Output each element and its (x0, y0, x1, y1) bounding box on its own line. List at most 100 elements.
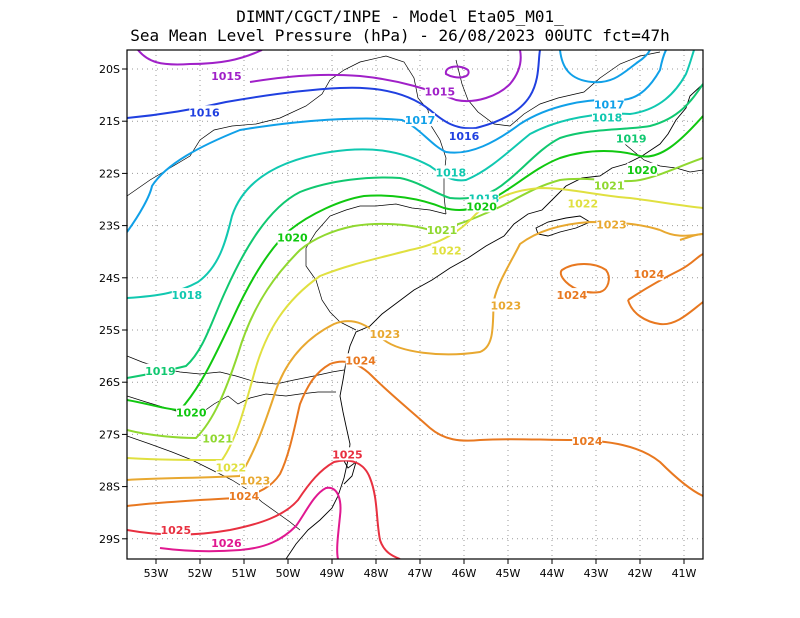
isobar-label-bg (466, 199, 497, 213)
isobar-label-bg (369, 327, 400, 341)
isobar-label: 1019 (616, 132, 647, 145)
isobar-label-bg (176, 405, 207, 419)
isobar-label: 1025 (160, 524, 191, 537)
isobar-label: 1024 (556, 289, 587, 302)
isobar-label-bg (435, 165, 466, 179)
isobar-label: 1021 (594, 179, 625, 192)
isobar-label-bg (345, 353, 376, 367)
isobar-label: 1017 (405, 114, 436, 127)
island-coast (535, 215, 591, 237)
isobar-label-bg (633, 267, 664, 281)
lat-tick-label: 24S (99, 272, 120, 285)
lat-tick-label: 29S (99, 533, 120, 546)
isobar-label-bg (490, 298, 521, 312)
isobar-1015 (137, 50, 263, 66)
lon-tick-label: 52W (188, 567, 213, 580)
isobar-label: 1025 (332, 448, 363, 461)
isobar-label: 1021 (202, 433, 233, 446)
isobar-1019 (127, 83, 703, 379)
lat-tick-label: 23S (99, 220, 120, 233)
isobar-label-bg (229, 489, 259, 503)
isobar-label: 1022 (431, 245, 462, 258)
isobar-1017 (559, 50, 651, 84)
isobar-1022 (127, 186, 703, 462)
isobar-label-bg (189, 105, 220, 119)
isobar-label-bg (171, 288, 202, 302)
isobar-labels-layer: 1015101510161016101710171018101810181018… (145, 68, 664, 550)
isobar-label: 1026 (211, 537, 242, 550)
isobar-label-bg (202, 431, 233, 445)
map-title-line-1: DIMNT/CGCT/INPE - Model Eta05_M01_ (236, 7, 564, 26)
state-border-1 (127, 55, 447, 215)
isobar-label: 1023 (369, 328, 400, 341)
isobar-label-bg (332, 447, 363, 461)
isobar-label-bg (627, 162, 658, 176)
lon-tick-label: 49W (320, 567, 345, 580)
lon-tick-label: 41W (672, 567, 697, 580)
state-border-2 (305, 203, 447, 331)
isobar-label-bg (594, 97, 625, 111)
lon-tick-label: 42W (628, 567, 653, 580)
isobar-label: 1024 (345, 354, 376, 367)
lon-tick-label: 45W (496, 567, 521, 580)
isobar-label: 1018 (592, 112, 623, 125)
isobar-1015 (249, 50, 522, 102)
isobar-label: 1020 (627, 164, 658, 177)
lon-tick-label: 43W (584, 567, 609, 580)
isobar-1024 (627, 299, 703, 326)
isobar-label: 1024 (633, 268, 664, 281)
map-title-line-2: Sea Mean Level Pressure (hPa) - 26/08/20… (130, 26, 670, 45)
lat-tick-label: 21S (99, 115, 120, 128)
isobar-1016 (127, 50, 541, 130)
isobar-label: 1021 (427, 224, 458, 237)
isobar-label: 1020 (466, 200, 497, 213)
isobar-label: 1023 (596, 219, 627, 232)
isobar-label: 1020 (277, 232, 308, 245)
isobar-label: 1018 (435, 166, 466, 179)
isobar-label-bg (449, 128, 479, 142)
map-frame (126, 49, 704, 560)
lat-tick-label: 22S (99, 167, 120, 180)
isobar-label: 1018 (171, 289, 202, 302)
isobar-label: 1024 (229, 490, 260, 503)
isobar-1024 (627, 253, 703, 301)
isobar-label-bg (405, 113, 435, 127)
isobar-label-bg (556, 288, 587, 302)
isobar-label-bg (592, 110, 622, 124)
isobar-label: 1023 (240, 474, 271, 487)
isobar-label-bg (427, 222, 457, 236)
isobar-label-bg (211, 68, 242, 82)
lat-tick-label: 28S (99, 481, 120, 494)
lon-tick-label: 48W (364, 567, 389, 580)
isobar-label: 1022 (215, 461, 246, 474)
isobar-label: 1024 (572, 435, 603, 448)
isobar-label-bg (160, 522, 191, 536)
isobar-1023 (127, 220, 661, 481)
isobar-label: 1016 (189, 106, 220, 119)
lon-tick-label: 44W (540, 567, 565, 580)
isobar-label-bg (431, 243, 462, 257)
isobar-label: 1017 (594, 99, 625, 112)
isobar-1015 (444, 65, 470, 79)
isobar-label-bg (145, 363, 176, 377)
lon-tick-label: 46W (452, 567, 477, 580)
axis-labels: 53W 52W 51W 50W 49W 48W 47W 46W 45W 44W 43W 42W 41W 2… (99, 63, 697, 580)
lon-tick-label: 53W (144, 567, 169, 580)
isobar-label-bg (240, 473, 270, 487)
state-border-6 (619, 139, 703, 173)
isobar-1024 (559, 263, 610, 294)
lat-tick-label: 27S (99, 428, 120, 441)
lat-tick-label: 25S (99, 324, 120, 337)
isobar-1026 (159, 486, 342, 559)
isobar-label-bg (424, 84, 455, 98)
isobar-label: 1022 (567, 198, 598, 211)
isobar-label: 1020 (176, 407, 207, 420)
isobar-label-bg (596, 217, 627, 231)
isobar-label: 1023 (490, 300, 521, 313)
isobar-label-bg (572, 434, 603, 448)
lon-tick-label: 51W (232, 567, 257, 580)
isobar-label: 1019 (145, 365, 176, 378)
lon-tick-label: 50W (276, 567, 301, 580)
lat-tick-label: 20S (99, 63, 120, 76)
